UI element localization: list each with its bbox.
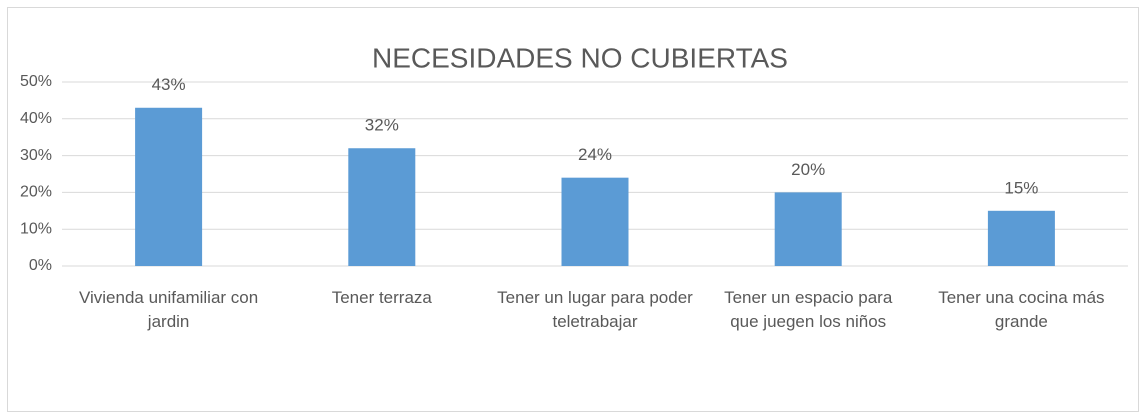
y-tick-label: 10%: [20, 220, 52, 237]
data-label: 24%: [578, 145, 612, 164]
y-tick-label: 0%: [29, 257, 52, 274]
bar: [987, 210, 1055, 266]
x-tick-label: Tener un espacio para que juegen los niñ…: [724, 288, 893, 331]
data-label: 15%: [1004, 178, 1038, 197]
y-tick-label: 50%: [20, 73, 52, 90]
data-label: 43%: [152, 75, 186, 94]
x-tick-label: Tener un lugar para poder teletrabajar: [497, 288, 693, 331]
y-tick-label: 40%: [20, 110, 52, 127]
y-tick-label: 30%: [20, 147, 52, 164]
data-label: 20%: [791, 160, 825, 179]
chart-title: NECESIDADES NO CUBIERTAS: [372, 42, 788, 73]
bar: [561, 177, 629, 266]
bar: [348, 148, 416, 266]
x-tick-label: Tener terraza: [331, 288, 432, 307]
x-tick-label: Tener una cocina más grande: [938, 288, 1105, 331]
bar: [774, 192, 842, 266]
data-label: 32%: [365, 116, 399, 135]
y-tick-label: 20%: [20, 184, 52, 201]
bar: [135, 107, 203, 266]
x-tick-label: Vivienda unifamiliar con jardin: [78, 288, 259, 331]
